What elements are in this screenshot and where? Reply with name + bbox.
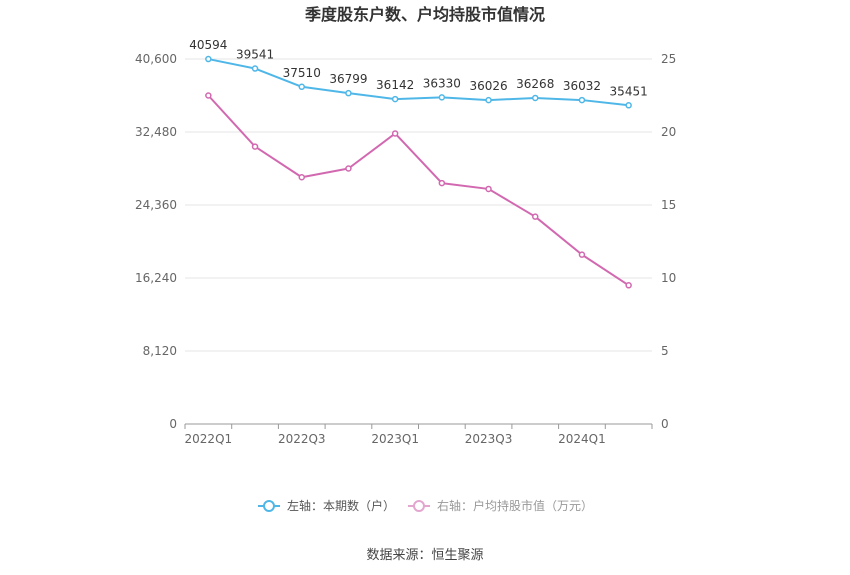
x-tick-label: 2023Q1	[371, 432, 419, 446]
data-point[interactable]	[205, 92, 212, 99]
legend-label-left-series: 左轴：本期数（户）	[287, 498, 395, 513]
legend: 左轴：本期数（户） 右轴：户均持股市值（万元）	[258, 498, 593, 513]
data-point[interactable]	[205, 55, 212, 63]
left-tick-label: 0	[169, 417, 177, 431]
data-label: 35451	[610, 84, 648, 98]
data-point[interactable]	[532, 213, 539, 220]
right-tick-label: 25	[661, 52, 676, 66]
series-line-left	[208, 58, 629, 107]
x-tick-label: 2022Q3	[278, 432, 326, 446]
data-label: 36268	[516, 77, 554, 91]
series-lines	[205, 55, 632, 289]
data-point[interactable]	[298, 83, 305, 91]
data-point[interactable]	[532, 94, 539, 102]
data-point[interactable]	[298, 174, 305, 181]
data-point[interactable]	[578, 96, 586, 104]
data-point[interactable]	[251, 143, 259, 150]
left-tick-label: 32,480	[135, 125, 177, 139]
x-tick-label: 2022Q1	[185, 432, 233, 446]
source-note: 数据来源：恒生聚源	[366, 548, 483, 563]
chart-title: 季度股东户数、户均持股市值情况	[304, 5, 545, 24]
legend-marker-icon	[263, 500, 275, 512]
data-point[interactable]	[438, 179, 446, 187]
legend-item-left-series[interactable]: 左轴：本期数（户）	[258, 498, 395, 513]
x-tick-label: 2024Q1	[558, 432, 606, 446]
x-axis: 2022Q1 2022Q3 2023Q1 2023Q3 2024Q1	[184, 423, 653, 446]
data-point[interactable]	[625, 282, 632, 289]
legend-marker-icon	[413, 500, 425, 512]
data-label: 36032	[563, 79, 601, 93]
data-point[interactable]	[625, 102, 632, 109]
series-line-right	[207, 94, 630, 287]
data-label: 40594	[189, 38, 227, 52]
data-label: 36026	[469, 79, 507, 93]
left-tick-label: 40,600	[135, 52, 177, 66]
right-axis-ticks: 0 5 10 15 20 25	[661, 52, 676, 431]
data-point[interactable]	[345, 89, 352, 97]
right-tick-label: 5	[661, 344, 669, 358]
right-tick-label: 15	[661, 198, 676, 212]
left-axis-ticks: 0 8,120 16,240 24,360 32,480 40,600	[135, 52, 177, 431]
left-tick-label: 16,240	[135, 271, 177, 285]
data-label: 36142	[376, 78, 414, 92]
data-point[interactable]	[391, 130, 399, 137]
left-tick-label: 8,120	[143, 344, 177, 358]
data-labels: 40594 39541 37510 36799 36142 36330 36026 36268…	[189, 38, 647, 98]
right-tick-label: 10	[661, 271, 676, 285]
data-label: 36799	[329, 72, 367, 86]
legend-label-right-series: 右轴：户均持股市值（万元）	[437, 498, 593, 513]
data-point[interactable]	[485, 96, 492, 104]
data-point[interactable]	[345, 165, 352, 172]
data-point[interactable]	[391, 95, 399, 103]
data-label: 39541	[236, 48, 274, 62]
data-label: 37510	[283, 66, 321, 80]
grid-lines	[185, 58, 652, 352]
right-tick-label: 0	[661, 417, 669, 431]
legend-item-right-series[interactable]: 右轴：户均持股市值（万元）	[408, 498, 593, 513]
data-point[interactable]	[438, 94, 446, 101]
right-tick-label: 20	[661, 125, 676, 139]
left-tick-label: 24,360	[135, 198, 177, 212]
x-tick-label: 2023Q3	[465, 432, 513, 446]
data-label: 36330	[423, 76, 461, 90]
data-point[interactable]	[251, 65, 259, 72]
data-point[interactable]	[485, 185, 492, 193]
data-point[interactable]	[578, 251, 586, 258]
